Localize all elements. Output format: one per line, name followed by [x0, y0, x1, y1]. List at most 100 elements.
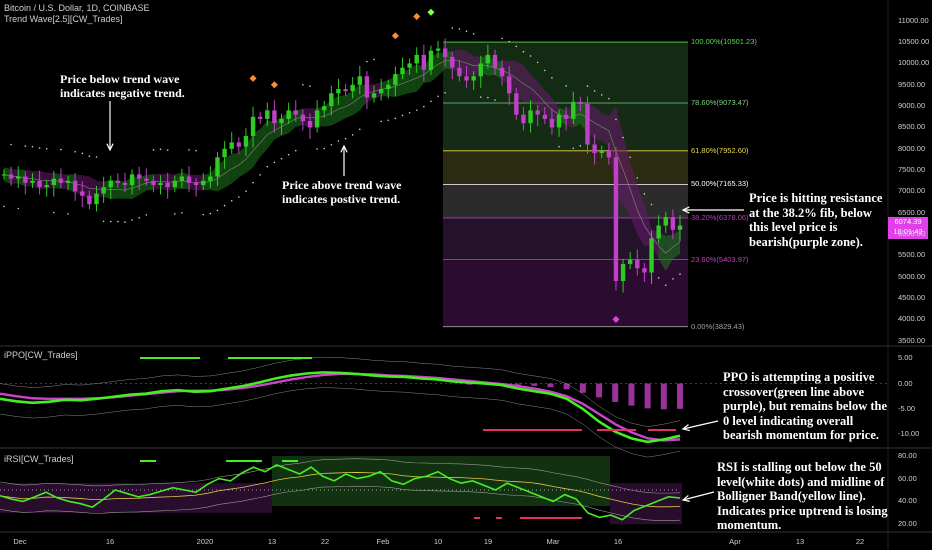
fib-label: 38.20%(6378.06) [691, 212, 749, 222]
candle-body [115, 180, 121, 183]
bar-countdown: 10:01:42 [893, 227, 923, 236]
trailing-stop-dot [302, 83, 304, 86]
ppo-band-upper [0, 356, 681, 427]
candle-body [457, 67, 462, 77]
trailing-stop-dot [373, 58, 375, 61]
rsi-pane-title: iRSI[CW_Trades] [4, 454, 74, 464]
trailing-stop-dot [60, 148, 62, 151]
trailing-stop-dot [508, 40, 511, 43]
y-tick-label: 8000.00 [898, 143, 926, 153]
price-candles [1, 8, 683, 323]
candle-body [329, 93, 334, 107]
annotation-arrowhead [681, 206, 690, 214]
candle-body [478, 63, 483, 77]
candle-body [293, 110, 298, 115]
annotation-rsi: RSI is stalling out below the 50 level(w… [717, 460, 888, 532]
trailing-stop-dot [351, 134, 354, 136]
y-tick-label: 9000.00 [898, 101, 926, 111]
trailing-stop-dot [551, 77, 553, 79]
fib-zones [443, 41, 688, 328]
signal-marker [413, 12, 421, 21]
candle-body [485, 54, 491, 64]
y-tick-label: 7000.00 [898, 186, 926, 196]
rsi-tick-label: 80.00 [898, 450, 917, 460]
rsi-tick-label: 60.00 [898, 473, 917, 483]
trailing-stop-dot [358, 128, 361, 131]
trend-wave-segment [658, 232, 666, 271]
y-tick-label: 8500.00 [898, 122, 926, 132]
candle-body [606, 150, 612, 158]
candle-body [471, 76, 476, 81]
trailing-stop-dot [166, 149, 169, 151]
fib-label: 78.60%(9073.47) [691, 97, 749, 107]
trailing-stop-dot [309, 85, 311, 87]
candle-body [400, 67, 405, 75]
trailing-stop-dot [209, 212, 212, 215]
candle-body [663, 217, 668, 226]
trailing-stop-dot [494, 99, 496, 101]
trend-wave-segment [409, 64, 417, 93]
candle-body [492, 54, 498, 68]
candle-body [101, 187, 106, 194]
annotation-arrows [106, 101, 744, 502]
trailing-stop-dot [81, 152, 84, 155]
candle-body [592, 144, 597, 154]
current-price-tag: 6074.39 10:01:42 [888, 217, 928, 239]
ppo-histogram-bar [677, 383, 683, 409]
trend-wave-segment [523, 65, 531, 103]
candle-body [670, 217, 676, 230]
trailing-stop-dot [273, 161, 276, 164]
trailing-stop-dot [159, 148, 162, 151]
trend-wave-segment [438, 52, 446, 76]
candle-body [265, 110, 270, 119]
trailing-stop-dot [522, 50, 525, 53]
trend-wave-segment [338, 95, 346, 122]
fib-zone [443, 102, 688, 151]
x-tick-label: 16 [613, 537, 623, 546]
y-tick-label: 4500.00 [898, 293, 926, 303]
trailing-stop-dot [266, 165, 269, 168]
trailing-stop-dot [636, 177, 639, 179]
trailing-stop-dot [629, 156, 631, 159]
symbol-title: Bitcoin / U.S. Dollar, 1D, COINBASE [4, 3, 150, 13]
y-tick-label: 4000.00 [898, 314, 926, 324]
candle-body [257, 116, 263, 119]
candle-body [656, 225, 661, 239]
trailing-stop-dot [430, 100, 432, 103]
ppo-main-line [0, 371, 681, 444]
trailing-stop-dot [53, 211, 55, 214]
annotation-arrowhead [681, 424, 690, 432]
candle-body [222, 148, 227, 158]
candle-body [314, 110, 320, 128]
candle-body [16, 176, 21, 179]
trailing-stop-dot [17, 207, 20, 210]
current-price: 6074.39 [894, 217, 922, 226]
candle-body [1, 174, 7, 176]
candle-body [578, 101, 583, 104]
trailing-stop-dot [252, 181, 254, 184]
candle-body [371, 93, 377, 98]
candle-body [450, 57, 455, 68]
trailing-stop-dot [216, 209, 219, 212]
trend-wave-segment [253, 128, 261, 168]
trend-wave-segment [665, 234, 673, 271]
trailing-stop-dot [529, 55, 532, 57]
trailing-stop-dot [479, 96, 482, 98]
x-tick-label: Feb [376, 537, 390, 546]
y-tick-label: 10500.00 [898, 37, 930, 47]
candle-body [172, 180, 177, 188]
trailing-stop-dot [615, 118, 617, 121]
trailing-stop-dot [664, 284, 667, 287]
candle-body [37, 180, 42, 188]
trailing-stop-dot [387, 119, 390, 122]
candle-body [464, 76, 469, 81]
fib-zone [443, 259, 688, 327]
candle-body [72, 180, 78, 192]
trailing-stop-dot [173, 213, 176, 215]
trailing-stop-dot [45, 147, 48, 150]
trailing-stop-dot [10, 143, 12, 146]
trend-wave-segment [231, 152, 239, 184]
candle-body [23, 176, 28, 183]
trailing-stop-dot [202, 213, 205, 216]
